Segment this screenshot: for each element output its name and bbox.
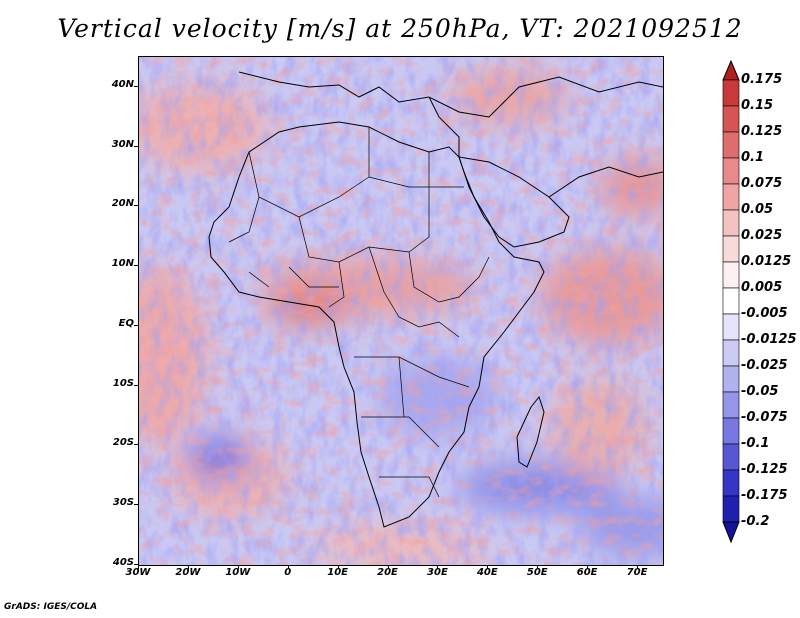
- colorbar-swatch: [722, 157, 740, 185]
- grads-credit: GrADS: IGES/COLA: [4, 602, 98, 612]
- lat-label: 30S: [112, 497, 134, 509]
- lat-label: 10N: [111, 258, 134, 270]
- colorbar-label: -0.075: [741, 410, 788, 425]
- lat-tick: [134, 504, 138, 506]
- lat-tick: [134, 85, 138, 87]
- map-title: Vertical velocity [m/s] at 250hPa, VT: 2…: [57, 14, 743, 43]
- lat-tick: [134, 564, 138, 565]
- colorbar-swatch: [722, 287, 740, 315]
- colorbar-label: 0.125: [741, 124, 783, 139]
- lon-tick: [387, 565, 389, 569]
- colorbar-swatch: [722, 79, 740, 107]
- lon-tick: [487, 565, 489, 569]
- lat-label: 40S: [112, 557, 134, 568]
- colorbar-swatch: [722, 209, 740, 237]
- colorbar-label: 0.05: [741, 202, 774, 217]
- lat-label: 20N: [111, 198, 134, 210]
- lon-label: 30W: [125, 567, 151, 578]
- colorbar-label: -0.005: [741, 306, 788, 321]
- lon-tick: [287, 565, 289, 569]
- velocity-field: [139, 57, 663, 565]
- lon-label: 10E: [327, 567, 348, 578]
- lat-label: 20S: [112, 437, 134, 449]
- colorbar-swatch: [722, 339, 740, 367]
- lat-tick: [134, 384, 138, 386]
- lon-tick: [537, 565, 539, 569]
- colorbar-swatch: [722, 469, 740, 497]
- lon-label: 20E: [377, 567, 398, 578]
- colorbar-swatch: [722, 131, 740, 159]
- lon-label: 50E: [526, 567, 548, 578]
- colorbar-swatch: [722, 235, 740, 263]
- colorbar-swatch: [722, 391, 740, 419]
- colorbar: [722, 60, 740, 544]
- lat-label: EQ: [118, 317, 134, 329]
- coastlines: [208, 71, 663, 528]
- lon-label: 70E: [626, 567, 648, 578]
- lon-tick: [138, 565, 139, 569]
- lat-tick: [134, 324, 138, 326]
- lon-label: 10W: [225, 567, 251, 578]
- lon-label: 40E: [476, 567, 498, 578]
- colorbar-label: 0.0125: [741, 254, 792, 269]
- lon-tick: [337, 565, 339, 569]
- colorbar-min-arrow: [722, 521, 740, 544]
- colorbar-label: 0.025: [741, 228, 783, 243]
- lon-label: 30E: [427, 567, 448, 578]
- colorbar-label: -0.125: [741, 462, 788, 477]
- lat-label: 40N: [111, 78, 134, 90]
- lon-tick: [587, 565, 589, 569]
- lat-label: 30N: [111, 138, 134, 150]
- country-borders: [228, 127, 490, 498]
- colorbar-max-arrow: [722, 60, 740, 81]
- colorbar-label: -0.1: [741, 436, 770, 451]
- lon-label: 20W: [175, 567, 201, 578]
- colorbar-swatch: [722, 495, 740, 523]
- colorbar-label: -0.05: [741, 384, 779, 399]
- lon-label: 60E: [576, 567, 598, 578]
- colorbar-swatch: [722, 183, 740, 211]
- lon-tick: [237, 565, 239, 569]
- lat-tick: [134, 205, 138, 207]
- lat-tick: [134, 145, 138, 147]
- colorbar-label: -0.025: [741, 358, 788, 373]
- lon-tick: [437, 565, 439, 569]
- colorbar-swatch: [722, 443, 740, 471]
- lat-tick: [134, 265, 138, 267]
- colorbar-swatch: [722, 365, 740, 393]
- lat-label: 10S: [112, 377, 134, 389]
- velocity-map[interactable]: [138, 56, 664, 566]
- field-noise-red: [139, 57, 663, 565]
- colorbar-label: 0.15: [741, 98, 774, 113]
- colorbar-label: -0.2: [741, 514, 770, 529]
- colorbar-label: -0.175: [741, 488, 788, 503]
- colorbar-swatch: [722, 105, 740, 133]
- colorbar-swatch: [722, 313, 740, 341]
- colorbar-swatch: [722, 261, 740, 289]
- colorbar-swatch: [722, 417, 740, 445]
- lat-tick: [134, 444, 138, 446]
- lon-tick: [637, 565, 639, 569]
- colorbar-label: 0.175: [741, 72, 783, 87]
- colorbar-label: -0.0125: [741, 332, 797, 347]
- colorbar-label: 0.075: [741, 176, 783, 191]
- colorbar-label: 0.1: [741, 150, 765, 165]
- lon-label: 0: [284, 567, 292, 578]
- lon-tick: [187, 565, 189, 569]
- colorbar-label: 0.005: [741, 280, 783, 295]
